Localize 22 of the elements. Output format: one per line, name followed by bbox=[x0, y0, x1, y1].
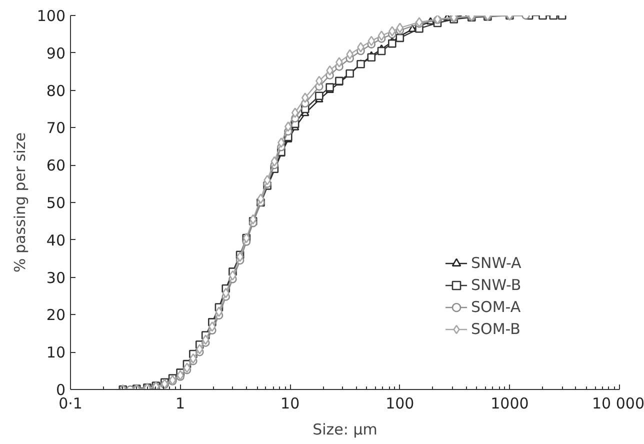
y-tick-label: 30 bbox=[46, 268, 66, 287]
x-tick-label: 0·1 bbox=[58, 394, 82, 412]
x-tick-label: 10 bbox=[280, 394, 300, 412]
y-tick-label: 40 bbox=[46, 231, 66, 250]
x-tick-label: 100 bbox=[386, 394, 414, 412]
y-tick-label: 100 bbox=[36, 7, 66, 25]
legend-label: SNW-B bbox=[471, 276, 522, 294]
y-tick-label: 60 bbox=[46, 156, 66, 175]
y-tick-label: 80 bbox=[46, 82, 66, 100]
legend-label: SNW-A bbox=[471, 254, 522, 272]
y-tick-label: 50 bbox=[46, 194, 66, 212]
x-tick-label: 1 bbox=[176, 394, 186, 412]
legend-label: SOM-A bbox=[471, 298, 521, 316]
y-tick-label: 20 bbox=[46, 306, 66, 324]
x-tick-label: 10 000 bbox=[592, 394, 644, 412]
y-tick-label: 10 bbox=[46, 344, 66, 362]
x-axis-title: Size: µm bbox=[312, 420, 378, 438]
legend-label: SOM-B bbox=[471, 320, 520, 338]
y-tick-label: 90 bbox=[46, 44, 66, 62]
y-tick-label: 70 bbox=[46, 119, 66, 138]
x-tick-label: 1000 bbox=[490, 394, 529, 412]
y-axis-title: % passing per size bbox=[10, 132, 29, 273]
